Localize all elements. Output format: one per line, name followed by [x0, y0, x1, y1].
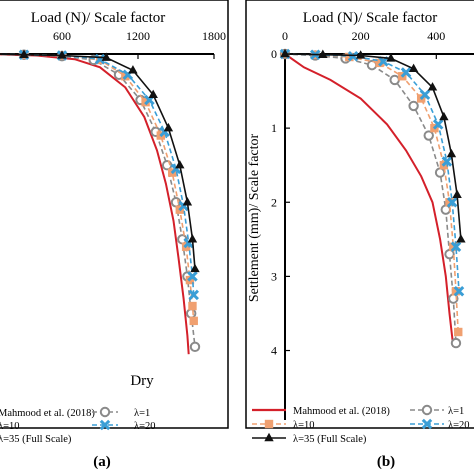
panel-b-legend-label-mahmood: Mahmood et al. (2018): [293, 406, 390, 417]
panel-a-legend-label-l35: λ=35 (Full Scale): [0, 434, 72, 445]
panel-b-legend-marker-l10: [264, 419, 274, 429]
panel-b-x-tick-label: 0: [282, 29, 288, 43]
panel-b-series-line-l35: [284, 53, 462, 240]
panel-b-legend-label-l35: λ=35 (Full Scale): [293, 434, 367, 445]
panel-a-point-l20: [187, 271, 198, 282]
panel-a-point-l35: [148, 89, 158, 98]
panel-b-y-tick-label: 2: [271, 195, 277, 209]
panel-a-legend-marker-l20: [99, 419, 111, 431]
panel-a-point-l35: [175, 159, 185, 169]
panel-b-point-l1: [434, 167, 446, 178]
panel-a-annotation-dry: Dry: [130, 373, 154, 389]
panel-b-point-l10: [375, 58, 384, 68]
panel-b-frame: [245, 0, 474, 429]
panel-b-point-l10: [345, 52, 354, 62]
panel-b-point-l35: [427, 82, 438, 91]
panel-b-point-l20: [419, 89, 431, 101]
panel-b-point-l10: [451, 287, 461, 296]
panel-a-x-title: Load (N)/ Scale factor: [31, 10, 166, 26]
panel-a-point-l1: [186, 308, 197, 319]
panel-b-point-l1: [423, 130, 434, 141]
panel-a-series-line-l1: [0, 53, 196, 347]
panel-b-point-l20: [453, 285, 465, 297]
panel-b-legend-label-l10: λ=10: [293, 420, 315, 431]
panel-a-point-l35: [128, 65, 138, 74]
panel-b-legend-marker-l20: [421, 418, 433, 430]
panel-a-point-l35: [19, 49, 29, 58]
panel-b-point-l10: [445, 198, 454, 207]
panel-b-point-l35: [439, 111, 449, 121]
panel-b-point-l10: [454, 327, 463, 337]
panel-a-series-line-mahmood: [0, 53, 190, 355]
panel-b-point-l1: [389, 74, 400, 86]
panel-a-point-l35: [187, 234, 198, 243]
panel-b-point-l20: [441, 156, 453, 167]
panel-b-y-tick-label: 3: [271, 269, 277, 283]
panel-a-point-l10: [188, 301, 197, 311]
panel-b-point-l35: [386, 53, 396, 62]
panel-a-x-tick-label: 1200: [126, 29, 150, 43]
panel-a-point-l35: [163, 122, 174, 132]
panel-a-x-tick-label: 600: [53, 29, 71, 43]
panel-b-point-l1: [408, 100, 419, 112]
panel-a-label: (a): [93, 454, 111, 470]
panel-a-point-l35: [57, 50, 67, 59]
panel-b-x-tick-label: 400: [427, 29, 445, 43]
panel-a-legend-label-l1: λ=1: [134, 408, 150, 419]
panel-a-point-l1: [189, 341, 201, 353]
panel-b-y-tick-label: 4: [271, 344, 277, 358]
panel-b-label: (b): [377, 454, 395, 470]
panel-b-point-l35: [452, 189, 462, 199]
panel-a-legend-label-mahmood: Mahmood et al. (2018): [0, 408, 95, 419]
panel-a-point-l35: [101, 52, 112, 61]
panel-b-point-l35: [456, 234, 466, 243]
panel-a-x-tick-label: 1800: [202, 29, 226, 43]
panel-b-legend-marker-l35: [264, 432, 274, 442]
panel-a-point-l20: [188, 289, 199, 301]
panel-b-x-title: Load (N)/ Scale factor: [303, 10, 438, 26]
panel-a-legend-label-l10: λ=10: [0, 421, 20, 432]
panel-b-point-l35: [408, 63, 419, 73]
panel-b-point-l20: [400, 67, 412, 78]
panel-b-series-line-l10: [284, 53, 459, 333]
panel-b-legend-label-l1: λ=1: [448, 406, 464, 417]
panel-a-point-l35: [190, 263, 200, 273]
panel-b-series-line-mahmood: [284, 53, 455, 347]
panel-a-point-l20: [94, 53, 106, 65]
panel-b-point-l20: [432, 119, 444, 130]
panel-b-legend-marker-l1: [421, 404, 433, 416]
panel-a-frame: [0, 0, 229, 429]
panel-b-point-l20: [347, 50, 359, 62]
panel-a-series-line-l20: [0, 53, 195, 295]
panel-b-point-l10: [449, 242, 458, 251]
panel-b-point-l35: [355, 50, 366, 59]
panel-b-legend-label-l20: λ=20: [448, 420, 470, 431]
panel-a-series-line-l10: [0, 53, 195, 321]
panel-b-y-title: Settlement (mm)/ Scale factor: [247, 133, 262, 302]
panel-b-point-l35: [318, 49, 328, 58]
panel-b-point-l20: [450, 241, 462, 252]
panel-b-y-tick-label: 1: [271, 121, 277, 135]
panel-b-point-l35: [446, 148, 457, 158]
panel-b-point-l35: [280, 48, 290, 58]
panel-a-legend-marker-l1: [99, 406, 111, 418]
panel-b-x-tick-label: 200: [352, 29, 370, 43]
panel-b-y-tick-label: 0: [271, 47, 277, 61]
panel-a-point-l35: [182, 197, 193, 206]
panel-a-legend-label-l20: λ=20: [134, 421, 156, 432]
panel-b-point-l20: [446, 197, 458, 208]
panel-a-point-l1: [161, 159, 173, 171]
panel-a-point-l10: [189, 316, 198, 326]
panel-b-point-l1: [450, 337, 462, 349]
panel-b-series-line-l1: [284, 53, 457, 344]
